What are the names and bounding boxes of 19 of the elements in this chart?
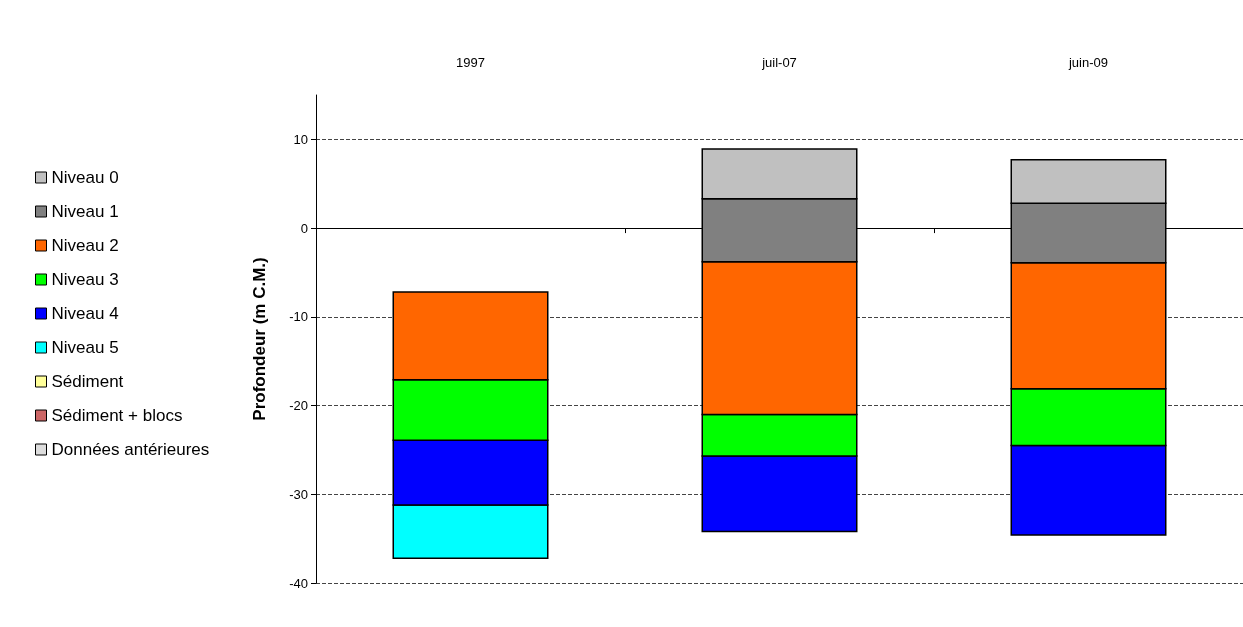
- x-tick-label: juin-09: [1067, 55, 1109, 70]
- x-tick-label: 1997: [456, 55, 485, 70]
- y-tick-label: 0: [300, 220, 308, 236]
- y-axis-title: Profondeur (m C.M.): [250, 257, 269, 421]
- legend-label: Niveau 5: [51, 338, 119, 357]
- y-tick-label: -10: [289, 309, 308, 325]
- legend-label: Niveau 0: [51, 168, 119, 187]
- legend-label: Sédiment: [51, 372, 124, 391]
- y-tick-label: -20: [289, 398, 308, 414]
- legend-label: Sédiment + blocs: [51, 406, 183, 425]
- x-tick-label: juil-07: [761, 55, 797, 70]
- y-tick-label: -30: [289, 486, 308, 502]
- y-tick-label: -40: [289, 575, 308, 591]
- legend-label: Données antérieures: [51, 440, 210, 459]
- legend-label: Niveau 1: [51, 202, 119, 221]
- y-tick-label: 10: [293, 131, 308, 147]
- legend-label: Niveau 4: [51, 304, 119, 323]
- legend-label: Niveau 2: [51, 236, 119, 255]
- legend-label: Niveau 3: [51, 270, 119, 289]
